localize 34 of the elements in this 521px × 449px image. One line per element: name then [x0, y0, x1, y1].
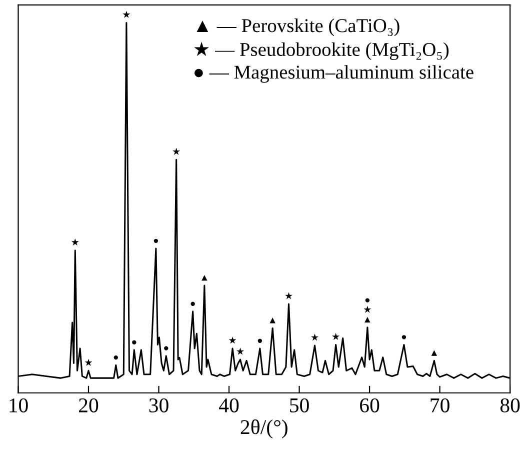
annotation: ★ — Pseudobrookite (MgTi₂O₅) — [194, 42, 449, 60]
annotation: ● — [258, 338, 262, 343]
annotation: ● — [190, 302, 195, 306]
annotation: ▲ — Perovskite (CaTiO₃) — [196, 18, 400, 36]
annotation: ★ — [236, 348, 244, 355]
x-tick-label: 70 — [430, 398, 450, 412]
annotation: ● — [365, 298, 370, 302]
annotation: ★ — [285, 292, 292, 300]
annotation: ★ — [84, 358, 92, 366]
x-tick-label: 20 — [78, 398, 98, 412]
annotation: ★ — [172, 148, 180, 155]
annotation: ▲ — [431, 350, 438, 356]
annotation: ● — [154, 238, 158, 244]
annotation: ● — Magnesium–aluminum silicate — [194, 65, 474, 83]
annotation: ★ — [364, 306, 372, 313]
annotation: ● — [114, 355, 118, 360]
x-tick-label: 60 — [360, 398, 380, 412]
annotation: ▲ — [270, 318, 276, 324]
x-tick-label: 10 — [10, 398, 28, 412]
x-axis-title: 2θ/(°) — [240, 419, 288, 438]
annotation: ★ — [122, 10, 130, 18]
annotation: ▲ — [202, 274, 208, 281]
x-tick-label: 80 — [500, 398, 520, 412]
annotation: ★ — [332, 332, 340, 340]
annotation: ★ — [311, 334, 318, 341]
x-tick-label: 40 — [219, 398, 239, 412]
x-tick-label: 30 — [149, 398, 168, 412]
annotation: ● — [164, 346, 168, 350]
annotation: ● — [132, 340, 136, 344]
annotation: ▲ — [364, 316, 370, 323]
x-tick-label: 50 — [290, 398, 309, 412]
annotation: ★ — [228, 336, 236, 344]
annotation: ★ — [71, 238, 79, 246]
annotation: ● — [402, 335, 406, 340]
